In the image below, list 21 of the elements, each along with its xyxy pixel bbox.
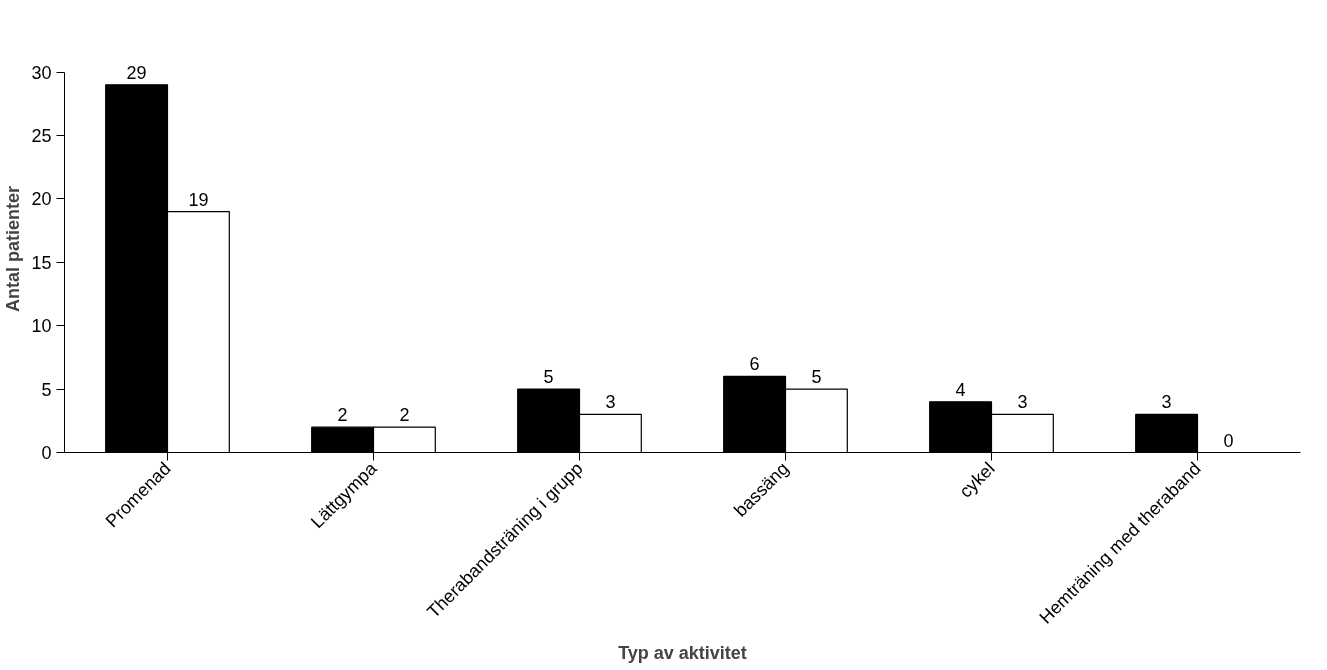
data-label: 3 <box>1017 392 1028 413</box>
data-label: 2 <box>337 405 348 426</box>
y-tick-label: 15 <box>31 252 52 273</box>
data-label: 4 <box>955 379 966 400</box>
data-label: 29 <box>126 62 147 83</box>
data-label: 2 <box>399 405 410 426</box>
y-tick-label: 25 <box>31 126 52 147</box>
data-label: 0 <box>1223 430 1234 451</box>
y-tick-label: 10 <box>31 316 52 337</box>
data-label: 6 <box>749 354 760 375</box>
y-tick-label: 30 <box>31 62 52 83</box>
y-axis-title: Antal patienter <box>3 185 24 313</box>
y-tick-label: 0 <box>41 443 52 463</box>
y-tick-label: 5 <box>41 379 52 400</box>
data-label: 19 <box>188 189 209 210</box>
data-label: 3 <box>1161 392 1172 413</box>
data-label: 5 <box>811 367 822 388</box>
data-label: 5 <box>543 367 554 388</box>
y-tick-label: 20 <box>31 189 52 210</box>
data-label: 3 <box>605 392 616 413</box>
x-axis-title: Typ av aktivitet <box>618 642 747 663</box>
